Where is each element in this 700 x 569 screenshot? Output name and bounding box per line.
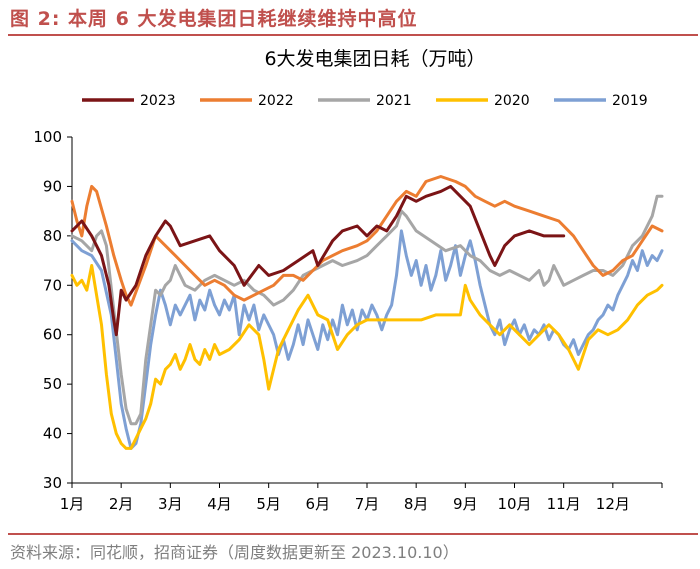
figure-title: 图 2: 本周 6 大发电集团日耗继续维持中高位 (10, 8, 418, 30)
legend-label-2019: 2019 (612, 93, 648, 109)
legend: 2023 2022 2021 2020 2019 (82, 93, 648, 109)
series-line-2023 (70, 184, 566, 337)
legend-label-2023: 2023 (140, 93, 176, 109)
x-tick-label: 6月 (306, 495, 331, 513)
y-tick-label: 40 (43, 425, 62, 443)
y-tick-label: 50 (43, 375, 62, 393)
x-tick-label: 2月 (109, 495, 134, 513)
y-tick-label: 70 (43, 276, 62, 294)
x-tick-label: 9月 (453, 495, 478, 513)
legend-label-2021: 2021 (376, 93, 412, 109)
y-tick-label: 80 (43, 227, 62, 245)
series-line-2021 (70, 194, 664, 426)
x-tick-label: 5月 (256, 495, 281, 513)
x-tick-label: 12月 (596, 495, 630, 513)
chart-title: 6大发电集团日耗（万吨） (264, 48, 485, 70)
y-tick-label: 60 (43, 326, 62, 344)
legend-label-2022: 2022 (258, 93, 294, 109)
x-tick-label: 11月 (547, 495, 581, 513)
title-rule (8, 34, 698, 36)
y-tick-label: 90 (43, 177, 62, 195)
x-tick-label: 4月 (207, 495, 232, 513)
series-line-2022 (70, 175, 664, 307)
series-group (70, 175, 664, 450)
axes: 30 40 50 60 70 80 90 100 1月 2月 3月 4月 5月 6月 7月 8月 9月 10月 11… (33, 128, 663, 513)
x-tick-label: 3月 (158, 495, 183, 513)
y-tick-label: 100 (33, 128, 62, 146)
source-rule (8, 533, 698, 535)
x-tick-label: 1月 (60, 495, 85, 513)
series-line-2020 (70, 264, 664, 450)
series-line-2019 (70, 229, 664, 450)
y-tick-label: 30 (43, 474, 62, 492)
x-tick-label: 8月 (404, 495, 429, 513)
source-note: 资料来源：同花顺，招商证券（周度数据更新至 2023.10.10） (10, 543, 459, 562)
x-tick-label: 7月 (355, 495, 380, 513)
legend-label-2020: 2020 (494, 93, 530, 109)
x-tick-label: 10月 (497, 495, 531, 513)
